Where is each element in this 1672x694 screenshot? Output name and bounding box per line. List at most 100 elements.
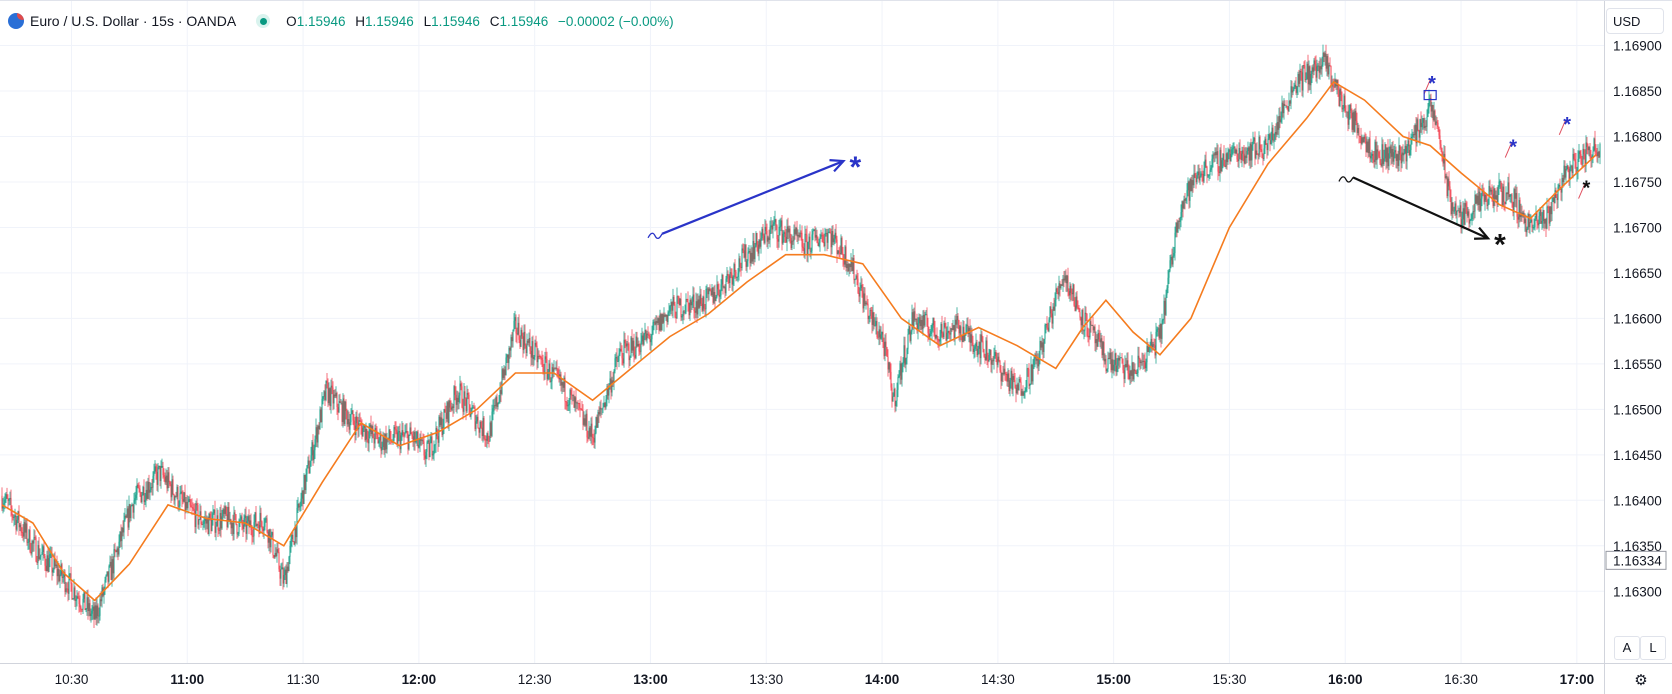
candle-body [450,407,452,410]
candle-body [892,396,894,402]
candle-body [885,341,887,348]
candle-body [35,537,37,562]
candle-body [372,426,374,439]
currency-select[interactable]: USD [1606,8,1664,34]
candle-body [672,296,674,311]
candle-body [1103,341,1105,362]
candle-body [46,555,48,572]
candle-body [1418,130,1420,138]
candle-body [258,524,260,534]
candle-body [424,455,426,459]
candle-body [732,277,734,285]
candle-body [461,386,463,408]
candle-body [1597,151,1599,157]
candle-body [1211,158,1213,169]
candle-body [993,355,995,362]
candle-body [863,293,865,309]
candle-body [862,291,864,309]
candle-body [1304,65,1306,81]
candle-body [752,240,754,262]
candle-body [717,284,719,290]
candle-body [453,386,455,409]
symbol-title[interactable]: Euro / U.S. Dollar · 15s · OANDA [30,13,237,29]
candle-body [1436,121,1438,123]
candle-body [1086,313,1088,336]
candle-body [480,421,482,428]
candle-body [188,499,190,502]
candle-body [440,417,442,426]
candle-body [1423,118,1425,129]
candle-body [619,348,621,354]
candle-body [170,484,172,498]
candle-body [1144,361,1146,369]
annotation-arrow-line [661,160,844,235]
candle-body [87,597,89,612]
candle-body [1302,65,1304,91]
auto-scale-button[interactable]: A [1614,636,1640,660]
candle-body [203,521,205,524]
candle-body [794,229,796,235]
candle-body [1564,165,1566,178]
candle-body [7,498,9,501]
candle-body [1518,199,1520,220]
candle-body [1339,89,1341,107]
candle-body [1195,177,1197,183]
candle-body [1227,151,1229,163]
candle-body [965,325,967,336]
candle-body [1129,370,1131,380]
candle-body [43,546,45,556]
candle-body [1135,371,1137,374]
candle-body [641,335,643,342]
candle-body [57,569,59,577]
candle-body [1528,214,1530,228]
candle-body [67,588,69,594]
log-scale-button[interactable]: L [1640,636,1666,660]
candle-body [1074,305,1076,311]
candle-body [983,349,985,357]
candle-body [321,398,323,423]
candle-body [1257,154,1259,156]
candle-body [1270,140,1272,145]
annotation-arrow-line [1352,176,1489,240]
candle-body [253,522,255,537]
candle-body [1055,288,1057,300]
candle-body [1166,287,1168,295]
candle-body [503,369,505,378]
candle-body [1004,368,1006,375]
candle-body [2,504,4,509]
candle-body [1081,309,1083,326]
drawing-annotations[interactable]: ****** [647,73,1591,261]
candle-body [495,396,497,407]
candle-body [1449,186,1451,198]
candle-body [1581,163,1583,165]
candle-body [1458,210,1460,213]
candle-body [632,340,634,351]
candle-body [325,380,327,400]
candle-body [1106,368,1108,372]
candle-body [83,591,85,599]
candle-body [1403,153,1405,156]
candle-body [846,263,848,268]
candle-body [989,349,991,356]
candle-body [92,606,94,611]
candle-body [1188,181,1190,201]
candle-body [1535,212,1537,219]
candle-body [1431,105,1433,112]
candle-body [95,605,97,619]
candle-body [690,299,692,306]
candle-body [768,237,770,241]
candle-body [567,405,569,407]
candle-body [1373,159,1375,163]
candle-body [143,486,145,503]
candle-body [1568,169,1570,180]
candle-body [1261,149,1263,158]
candle-body [1044,325,1046,340]
candle-body [133,500,135,513]
candle-body [1481,190,1483,199]
candle-body [1299,70,1301,84]
candle-body [1179,218,1181,222]
gear-icon[interactable]: ⚙ [1634,672,1648,689]
candle-body [1240,153,1242,161]
candle-body [383,436,385,451]
